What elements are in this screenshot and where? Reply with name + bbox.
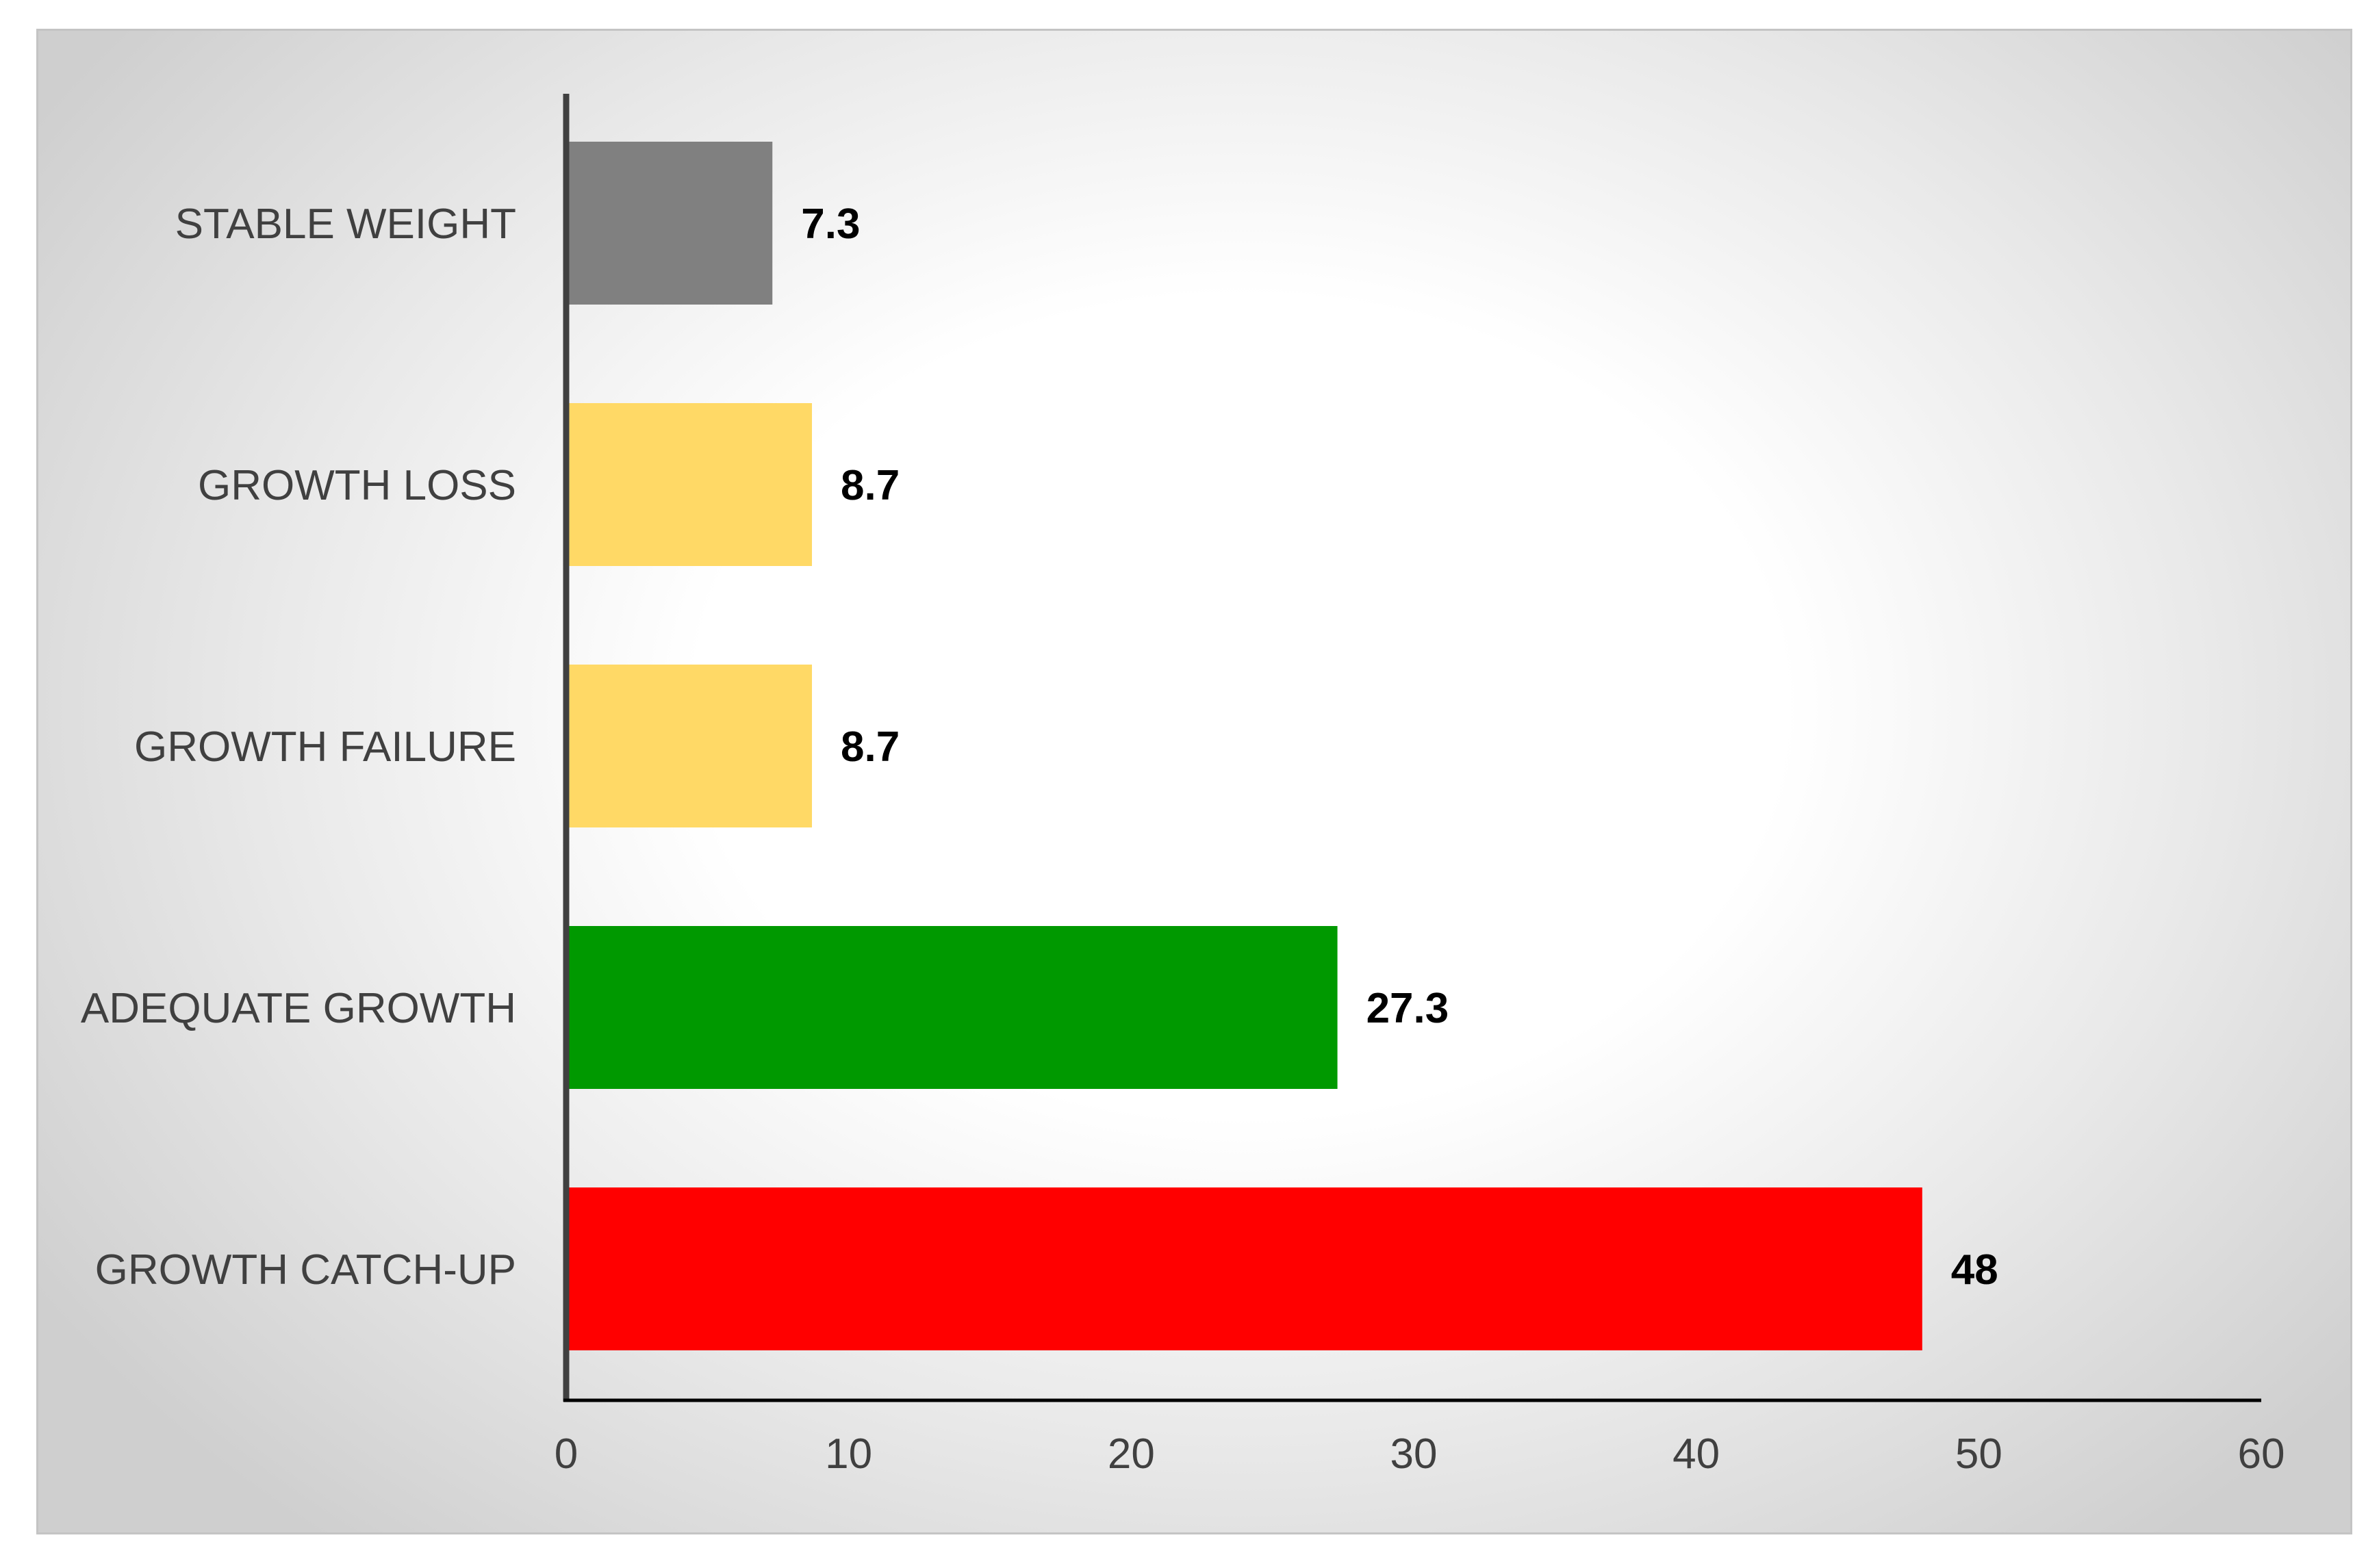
x-tick-label: 20 [1108,1430,1155,1478]
category-label: GROWTH FAILURE [134,723,516,771]
x-tick-label: 40 [1672,1430,1720,1478]
data-label: 8.7 [841,462,900,509]
bars-group [566,142,1922,1350]
category-label: GROWTH LOSS [198,462,516,509]
category-labels-group: STABLE WEIGHT GROWTH LOSS GROWTH FAILURE AD… [81,201,516,1294]
data-label: 7.3 [801,201,860,248]
category-label: STABLE WEIGHT [175,201,516,248]
bar [566,665,813,827]
data-label: 48 [1951,1246,1998,1294]
x-tick-label: 30 [1390,1430,1438,1478]
x-tick-label: 10 [825,1430,872,1478]
category-label: ADEQUATE GROWTH [81,985,516,1032]
data-label: 8.7 [841,723,900,771]
data-label: 27.3 [1366,985,1449,1032]
x-tick-label: 50 [1955,1430,2002,1478]
bar [566,1187,1922,1350]
value-labels-group: 7.3 8.7 8.7 27.3 48 [801,201,1998,1294]
x-tick-label: 60 [2238,1430,2285,1478]
category-label: GROWTH CATCH-UP [95,1246,516,1294]
x-tick-label: 0 [555,1430,578,1478]
bar [566,142,773,305]
x-tick-labels-group: 0 10 20 30 40 50 60 [555,1430,2285,1478]
bar [566,926,1338,1089]
bar [566,403,813,566]
